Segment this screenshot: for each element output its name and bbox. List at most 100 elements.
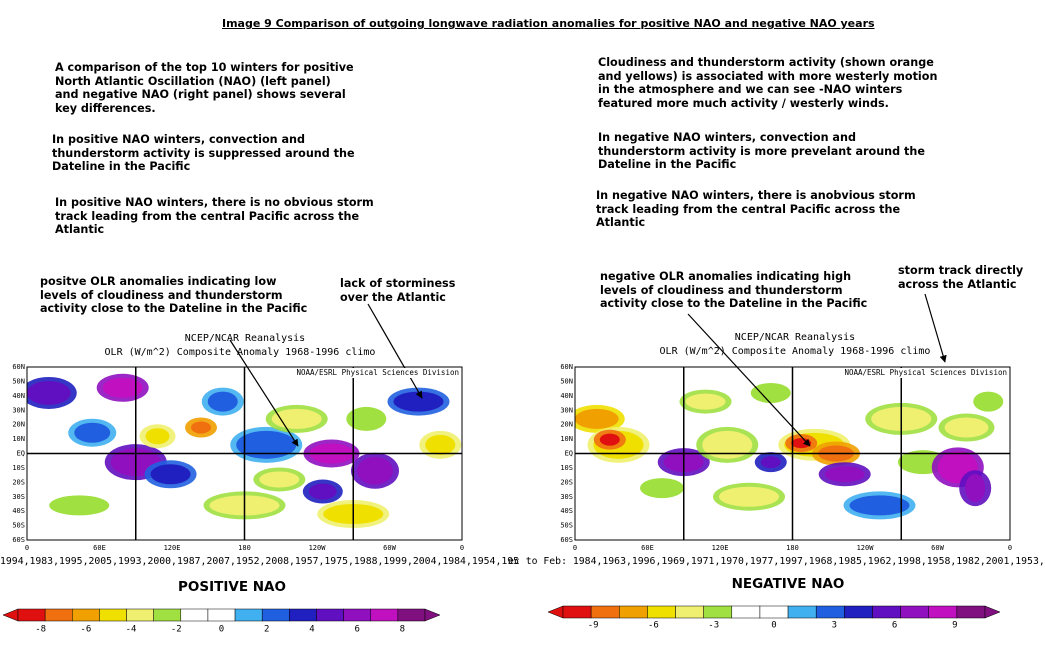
lon-label: 120W [857, 544, 875, 552]
years-list: ec to Feb: 1984,1963,1996,1969,1971,1970… [508, 556, 1045, 567]
colorbar-label: -9 [588, 621, 599, 631]
paragraph: In positive NAO winters, convection and t… [52, 133, 355, 174]
colorbar-label: -8 [35, 625, 46, 635]
line: Dateline in the Pacific [598, 158, 737, 171]
anomaly-core [719, 486, 779, 507]
panel-label: POSITIVE NAO [178, 579, 286, 595]
anomaly-core [425, 434, 456, 455]
anomaly-core [685, 393, 726, 410]
colorbar-cell [153, 608, 182, 622]
line: in the atmosphere and we can see -NAO wi… [598, 83, 903, 96]
line: In positive NAO winters, there is no obv… [55, 196, 374, 209]
lon-label: 60W [383, 544, 396, 552]
colorbar-cell [99, 608, 127, 622]
anomaly-core [207, 391, 238, 412]
line: featured more much activity / westerly w… [598, 96, 889, 110]
anomaly-core [750, 382, 791, 403]
colorbar-cell [731, 605, 761, 619]
arrow [924, 293, 947, 363]
lat-label: 10S [12, 464, 25, 472]
annotation: positve OLR anomalies indicating low leve… [40, 275, 307, 316]
anomaly-core [259, 471, 300, 488]
colorbar-label: -3 [708, 621, 719, 631]
anomaly-core [599, 433, 620, 446]
lon-label: 60W [931, 544, 944, 552]
line: A comparison of the top 10 winters for p… [55, 61, 354, 74]
line: positve OLR anomalies indicating low [40, 275, 277, 288]
line: negative OLR anomalies indicating high [600, 270, 852, 283]
colorbar-cell [17, 608, 46, 622]
lat-label: 10N [560, 435, 573, 443]
line: across the Atlantic [898, 277, 1017, 291]
lat-label: 10N [12, 435, 25, 443]
anomaly-core [849, 495, 910, 516]
colorbar-cell [900, 605, 929, 619]
line: Atlantic [55, 223, 105, 236]
anomaly-core [640, 478, 684, 499]
colorbar-cell [703, 605, 733, 619]
panel-label: NEGATIVE NAO [731, 576, 845, 592]
colorbar-label: 9 [952, 621, 957, 631]
colorbar-label: -2 [171, 625, 182, 635]
colorbar-cell [956, 605, 986, 619]
lon-label: 180 [238, 544, 251, 552]
colorbar-cell [675, 605, 704, 619]
colorbar-cell [370, 608, 399, 622]
paragraph: In negative NAO winters, there is anobvi… [596, 189, 916, 230]
line: In negative NAO winters, there is anobvi… [596, 189, 916, 202]
colorbar-cell [397, 608, 426, 622]
lon-label: 60E [641, 544, 654, 552]
lat-label: 30S [560, 493, 573, 501]
colorbar-cell [234, 608, 263, 622]
arrow [687, 313, 811, 447]
colorbar-cell [44, 608, 73, 622]
anomaly-core [49, 495, 110, 516]
anomaly-core [575, 408, 619, 429]
colorbar-label: 3 [832, 621, 837, 631]
anomaly-core [74, 422, 111, 443]
colorbar-cell [343, 608, 371, 622]
line: and yellows) is associated with more wes… [598, 69, 938, 83]
lat-label: 50N [560, 377, 573, 385]
line: In positive NAO winters, convection and [52, 133, 306, 146]
map-frame [26, 366, 463, 541]
lat-label: 20N [12, 421, 25, 429]
lat-label: 20S [12, 478, 25, 486]
lon-label: 120E [164, 544, 181, 552]
anomaly-core [944, 417, 989, 438]
colorbar-cell [815, 605, 845, 619]
colorbar-label: 0 [771, 621, 776, 631]
line: and negative NAO (right panel) shows sev… [55, 88, 346, 101]
colorbar-label: 4 [309, 625, 314, 635]
colorbar-cell [590, 605, 620, 619]
lat-label: 60S [12, 536, 25, 544]
lat-label: 40S [560, 507, 573, 515]
colorbar-label: 6 [354, 625, 359, 635]
lon-label: 120W [309, 544, 327, 552]
lat-label: 50S [12, 522, 25, 530]
colorbar-cell [928, 605, 958, 619]
line: activity close to the Dateline in the Pa… [40, 302, 308, 315]
lat-label: 30N [560, 406, 573, 414]
lat-label: 20S [560, 478, 573, 486]
annotation: storm track directly across the Atlantic [898, 264, 1023, 291]
paragraph: Cloudiness and thunderstorm activity (sh… [598, 56, 937, 110]
map-header: OLR (W/m^2) Composite Anomaly 1968-1996 … [659, 346, 931, 357]
map-header: NCEP/NCAR Reanalysis [734, 332, 856, 343]
colorbar-cell [619, 605, 648, 619]
anomaly-core [102, 377, 143, 398]
anomaly-core [271, 408, 322, 429]
anomaly-core [760, 456, 781, 469]
anomaly-core [191, 421, 211, 434]
anomaly-core [145, 428, 170, 445]
line: thunderstorm activity is more prevelant … [598, 144, 925, 158]
annotation: negative OLR anomalies indicating high le… [600, 270, 867, 311]
lat-label: 20N [560, 421, 573, 429]
line: track leading from the central Pacific a… [55, 209, 360, 223]
line: over the Atlantic [340, 290, 446, 304]
lon-label: 120E [712, 544, 729, 552]
annotation: lack of storminess over the Atlantic [340, 277, 455, 304]
lat-label: 60N [560, 363, 573, 371]
line: levels of cloudiness and thunderstorm [600, 283, 843, 297]
